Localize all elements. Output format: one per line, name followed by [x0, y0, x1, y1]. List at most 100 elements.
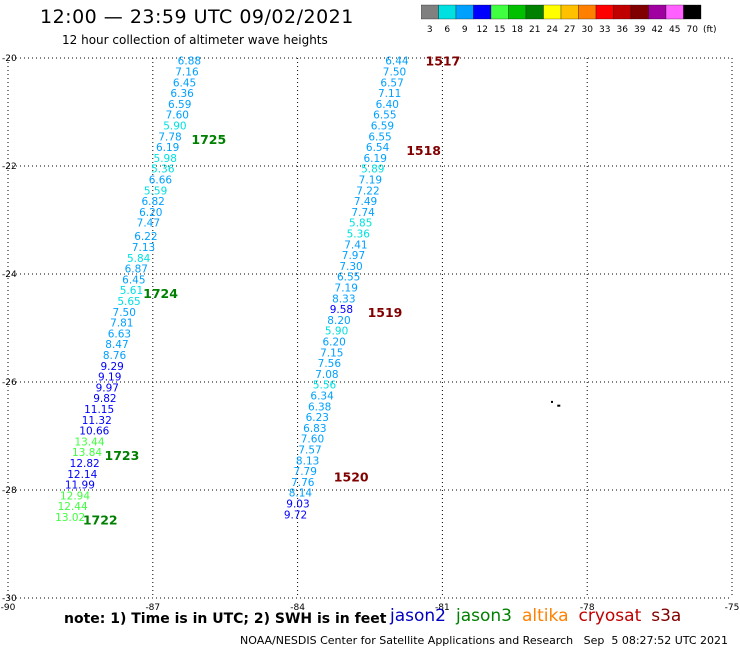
wave-height-value: 12.94 — [60, 490, 90, 502]
wave-height-value: 7.22 — [356, 185, 379, 197]
wave-height-value: 7.74 — [351, 207, 375, 219]
lon-tick-label: -90 — [1, 603, 16, 613]
wave-height-value: 9.72 — [284, 509, 307, 521]
wave-height-value: 7.47 — [137, 218, 160, 230]
wave-height-value: 6.57 — [380, 77, 403, 89]
wave-height-value: 7.97 — [342, 250, 365, 262]
wave-height-value: 9.03 — [286, 499, 309, 511]
credit-line: NOAA/NESDIS Center for Satellite Applica… — [240, 634, 729, 647]
wave-height-value: 7.60 — [166, 110, 189, 122]
wave-height-value: 8.14 — [289, 488, 313, 500]
wave-height-value: 7.19 — [335, 283, 358, 295]
wave-height-value: 7.78 — [158, 131, 181, 143]
wave-height-value: 7.30 — [339, 261, 362, 273]
wave-height-value: 6.19 — [364, 153, 387, 165]
scale-label: 36 — [617, 25, 629, 35]
scale-label: 70 — [687, 25, 699, 35]
wave-height-value: 13.02 — [55, 512, 85, 524]
lat-tick-label: -28 — [2, 486, 17, 496]
wave-height-value: 7.19 — [359, 175, 382, 187]
wave-height-value: 7.50 — [383, 67, 406, 79]
wave-height-value: 9.97 — [96, 382, 119, 394]
wave-height-value: 6.55 — [337, 272, 360, 284]
wave-height-value: 9.19 — [98, 372, 121, 384]
scale-label: 27 — [564, 25, 575, 35]
wave-height-value: 7.49 — [354, 196, 377, 208]
wave-height-value: 8.47 — [105, 339, 128, 351]
wave-height-value: 6.55 — [373, 110, 396, 122]
wave-height-value: 6.44 — [385, 56, 409, 68]
wave-height-value: 6.38 — [308, 401, 331, 413]
wave-height-value: 7.15 — [320, 347, 343, 359]
lat-tick-label: -26 — [2, 378, 17, 388]
pass-time-label: 1722 — [83, 513, 118, 528]
wave-height-value: 5.85 — [349, 218, 372, 230]
scale-label: 33 — [599, 25, 610, 35]
lat-tick-label: -24 — [2, 270, 17, 280]
color-scale-legend: 3 6 9 12 15 18 21 24 27 30 33 36 39 42 45 70 (ft) — [421, 4, 717, 35]
legend-jason2: jason2 — [390, 606, 446, 626]
lon-tick-label: -75 — [725, 603, 740, 613]
wave-height-value: 6.34 — [310, 391, 334, 403]
wave-height-value: 6.20 — [139, 207, 162, 219]
wave-height-value: 7.11 — [378, 88, 401, 100]
wave-height-value: 7.41 — [344, 239, 367, 251]
wave-height-value: 12.82 — [70, 458, 100, 470]
scale-label: 21 — [529, 25, 540, 35]
wave-height-value: 12.14 — [67, 469, 97, 481]
wave-height-value: 6.55 — [368, 131, 391, 143]
scale-label: 12 — [477, 25, 488, 35]
wave-height-value: 6.23 — [306, 412, 329, 424]
wave-height-value: 6.54 — [366, 142, 390, 154]
wave-height-value: 6.87 — [125, 264, 148, 276]
wave-height-value: 5.36 — [347, 229, 371, 241]
wave-height-value: 7.60 — [301, 434, 324, 446]
wave-height-value: 11.32 — [82, 415, 112, 427]
scale-label: 30 — [582, 25, 594, 35]
wave-height-value: 7.08 — [315, 369, 338, 381]
wave-height-value: 8.20 — [327, 315, 350, 327]
wave-height-value: 6.20 — [322, 337, 345, 349]
wave-height-value: 5.90 — [163, 121, 186, 133]
wave-height-value: 13.84 — [72, 447, 102, 459]
legend-cryosat: cryosat — [578, 606, 642, 626]
scale-swatch — [683, 4, 702, 20]
wave-height-value: 8.13 — [296, 455, 319, 467]
lon-tick-label: -81 — [435, 603, 450, 613]
island-mark — [551, 400, 553, 403]
pass-time-label: 1724 — [143, 286, 178, 301]
scale-label: 18 — [512, 25, 524, 35]
scale-label: 3 — [427, 25, 433, 35]
wave-height-value: 7.50 — [113, 307, 136, 319]
wave-height-value: 10.66 — [79, 426, 109, 438]
scale-label: 39 — [634, 25, 646, 35]
wave-height-value: 6.45 — [122, 274, 145, 286]
legend-s3a: s3a — [651, 606, 682, 626]
wave-height-value: 5.65 — [117, 296, 140, 308]
scale-label: 15 — [494, 25, 505, 35]
legend-altika: altika — [522, 606, 569, 626]
wave-height-value: 7.79 — [294, 466, 317, 478]
wave-height-value: 5.59 — [144, 185, 167, 197]
wave-height-value: 6.63 — [108, 328, 131, 340]
wave-height-value: 6.59 — [371, 121, 394, 133]
map-subtitle: 12 hour collection of altimeter wave hei… — [62, 33, 328, 47]
lon-tick-label: -78 — [580, 603, 595, 613]
legend-jason3: jason3 — [456, 606, 512, 626]
satellite-legend: jason2 jason3 altika cryosat s3a — [390, 606, 691, 626]
wave-height-value: 9.58 — [330, 304, 353, 316]
wave-height-value: 7.57 — [298, 445, 321, 457]
pass-time-label: 1520 — [334, 470, 369, 485]
wave-height-value: 5.36 — [151, 164, 175, 176]
lon-tick-label: -87 — [145, 603, 160, 613]
wave-height-value: 8.33 — [332, 293, 355, 305]
wave-height-value: 5.56 — [313, 380, 337, 392]
scale-label: 9 — [462, 25, 468, 35]
wave-height-value: 7.76 — [291, 477, 315, 489]
wave-height-value: 7.81 — [110, 318, 133, 330]
lat-tick-label: -22 — [2, 162, 17, 172]
wave-height-value: 5.61 — [120, 285, 143, 297]
pass-time-label: 1519 — [368, 305, 403, 320]
wave-height-value: 5.84 — [127, 253, 151, 265]
